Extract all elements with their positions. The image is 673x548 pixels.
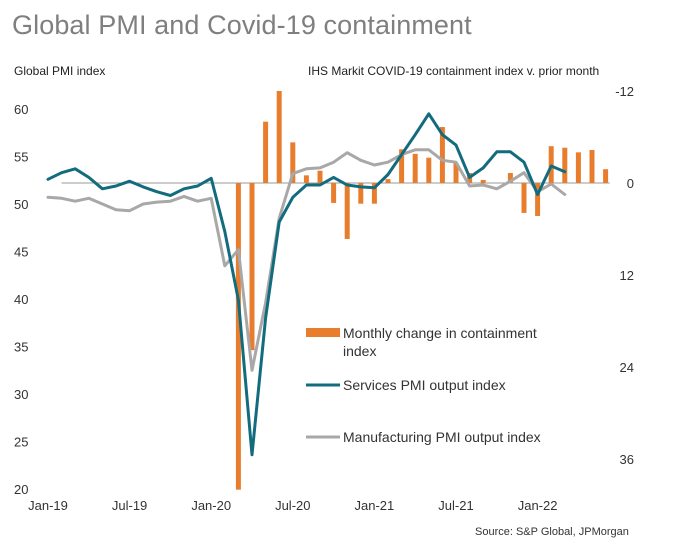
left-axis-ticks: 20 25 30 35 40 45 50 55 60 <box>14 102 28 497</box>
x-tick-label: Jan-20 <box>191 498 231 513</box>
bar-containment-change <box>535 183 541 216</box>
bar-containment-change <box>603 169 609 183</box>
bar-containment-change <box>276 91 282 183</box>
right-tick-label: -12 <box>615 84 634 99</box>
chart-title: Global PMI and Covid-19 containment <box>12 10 472 40</box>
pmi-lines <box>46 112 567 457</box>
left-tick-label: 55 <box>14 150 28 165</box>
legend-label-manufacturing: Manufacturing PMI output index <box>343 429 541 445</box>
legend: Monthly change in containment index Serv… <box>306 325 541 445</box>
x-tick-label: Jan-21 <box>355 498 395 513</box>
left-tick-label: 20 <box>14 482 28 497</box>
bar-containment-change <box>317 170 323 183</box>
x-tick-label: Jan-19 <box>28 498 68 513</box>
bar-containment-change <box>480 179 486 183</box>
bar-containment-change <box>371 183 377 204</box>
left-tick-label: 30 <box>14 387 28 402</box>
right-tick-label: 12 <box>620 268 634 283</box>
services-pmi-line <box>46 112 567 457</box>
bar-containment-change <box>412 153 418 183</box>
bar-containment-change <box>303 175 309 183</box>
bar-containment-change <box>521 183 527 213</box>
left-tick-label: 50 <box>14 197 28 212</box>
left-tick-label: 35 <box>14 340 28 355</box>
bar-containment-change <box>290 142 296 183</box>
left-tick-label: 60 <box>14 102 28 117</box>
bar-containment-change <box>358 183 364 204</box>
left-tick-label: 25 <box>14 435 28 450</box>
bar-containment-change <box>331 183 337 203</box>
bar-containment-change <box>399 149 405 183</box>
x-tick-label: Jul-19 <box>112 498 147 513</box>
bar-containment-change <box>589 150 595 183</box>
legend-label-services: Services PMI output index <box>343 377 506 393</box>
x-axis-ticks: Jan-19 Jul-19 Jan-20 Jul-20 Jan-21 Jul-21 Jan-… <box>28 498 557 513</box>
bar-containment-change <box>263 121 269 183</box>
bar-containment-change <box>385 179 391 183</box>
right-tick-label: 24 <box>620 360 634 375</box>
x-tick-label: Jul-21 <box>438 498 473 513</box>
legend-label-containment-1: Monthly change in containment <box>343 325 537 341</box>
x-tick-label: Jan-22 <box>518 498 558 513</box>
bar-containment-change <box>575 152 581 183</box>
bar-containment-change <box>249 183 255 351</box>
bar-containment-change <box>235 183 241 490</box>
left-tick-label: 45 <box>14 245 28 260</box>
source-note: Source: S&P Global, JPMorgan <box>475 526 629 538</box>
bar-containment-change <box>453 163 459 183</box>
right-axis-ticks: -12 0 12 24 36 <box>615 84 634 467</box>
left-axis-title: Global PMI index <box>14 64 106 78</box>
manufacturing-pmi-line <box>46 148 567 372</box>
right-axis-title: IHS Markit COVID-19 containment index v.… <box>308 64 600 78</box>
left-tick-label: 40 <box>14 292 28 307</box>
legend-label-containment-2: index <box>343 343 376 359</box>
bar-containment-change <box>344 183 350 239</box>
right-tick-label: 36 <box>620 452 634 467</box>
bar-containment-change <box>439 127 445 183</box>
right-tick-label: 0 <box>627 176 634 191</box>
bar-containment-change <box>507 173 513 183</box>
bar-containment-change <box>562 147 568 183</box>
x-tick-label: Jul-20 <box>275 498 310 513</box>
bar-containment-change <box>426 157 432 183</box>
legend-swatch-containment <box>306 328 340 337</box>
